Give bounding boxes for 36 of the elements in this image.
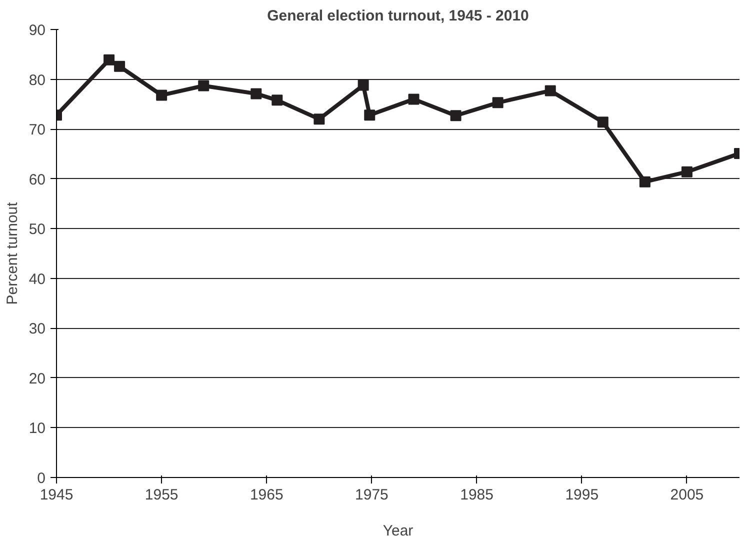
x-tick-label: 1955 [144, 486, 178, 504]
point [408, 94, 420, 105]
point [597, 116, 608, 128]
point [272, 94, 283, 106]
y-tick-label: 70 [28, 122, 46, 139]
y-tick-label: 10 [28, 420, 46, 438]
point [544, 85, 556, 96]
x-tick-label: 1945 [40, 486, 74, 504]
x-tick-label: 1975 [355, 486, 388, 504]
point [492, 97, 504, 108]
y-tick-label: 60 [28, 171, 46, 188]
point [450, 110, 462, 122]
y-tick-label: 40 [28, 270, 46, 288]
chart-title: General election turnout, 1945 - 2010 [267, 8, 529, 24]
x-axis-title: Year [382, 522, 414, 540]
y-tick-label: 50 [28, 221, 46, 238]
y-axis-title: Percent turnout [4, 201, 21, 305]
point [156, 90, 168, 101]
point [104, 54, 115, 66]
point [250, 88, 262, 100]
point [681, 166, 692, 178]
point [364, 110, 376, 121]
point [198, 80, 210, 92]
y-tick-label: 20 [28, 370, 46, 388]
x-tick-label: 1985 [460, 486, 494, 504]
point [114, 60, 126, 72]
point [314, 114, 325, 125]
y-tick-label: 80 [28, 72, 46, 89]
x-tick-label: 1965 [250, 486, 284, 504]
y-tick-label: 30 [28, 320, 46, 338]
point [358, 80, 369, 91]
y-tick-label: 0 [37, 470, 46, 487]
x-tick-label: 1995 [565, 486, 599, 504]
y-tick-label: 90 [28, 22, 46, 39]
x-tick-label: 2005 [670, 486, 704, 504]
point [639, 176, 650, 188]
